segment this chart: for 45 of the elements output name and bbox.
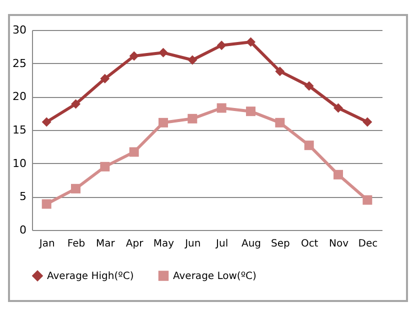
point <box>42 199 52 209</box>
point <box>188 55 198 65</box>
point <box>275 66 285 76</box>
y-tick-label: 10 <box>12 156 26 170</box>
x-tick-label: Mar <box>96 238 116 250</box>
point <box>158 48 168 58</box>
x-tick-label: Nov <box>328 238 349 250</box>
x-tick-label: Jun <box>184 238 201 250</box>
point <box>275 118 285 128</box>
point <box>334 170 343 180</box>
x-tick-label: Apr <box>126 238 144 250</box>
x-tick-label: Feb <box>67 238 86 250</box>
x-tick-label: Jan <box>38 238 55 250</box>
y-tick-label: 15 <box>12 124 26 136</box>
point <box>71 99 80 109</box>
legend-label: Average Low(ºC) <box>173 270 257 282</box>
point <box>158 118 168 128</box>
y-tick-label: 5 <box>20 190 26 204</box>
point <box>42 117 52 127</box>
x-tick-label: May <box>153 238 174 250</box>
point <box>304 140 314 150</box>
point <box>100 74 110 84</box>
point <box>362 117 372 127</box>
legend-label: Average High(ºC) <box>47 270 134 282</box>
point <box>71 184 80 194</box>
point <box>246 106 256 116</box>
point <box>216 103 226 113</box>
point <box>129 51 139 61</box>
point <box>362 195 372 205</box>
x-tick-label: Sep <box>270 238 290 250</box>
y-tick-label: 0 <box>20 224 26 236</box>
point <box>100 162 110 172</box>
point <box>304 81 314 91</box>
point <box>216 40 226 50</box>
x-tick-label: Oct <box>300 238 318 250</box>
point <box>188 114 198 124</box>
y-tick-label: 25 <box>12 56 26 70</box>
y-tick-label: 30 <box>12 24 26 36</box>
point <box>246 37 256 47</box>
point <box>334 103 343 113</box>
y-tick-label: 20 <box>12 90 26 104</box>
x-tick-label: Aug <box>241 238 262 250</box>
point <box>129 147 139 157</box>
x-tick-label: Jul <box>215 238 228 250</box>
x-tick-label: Dec <box>358 238 378 250</box>
